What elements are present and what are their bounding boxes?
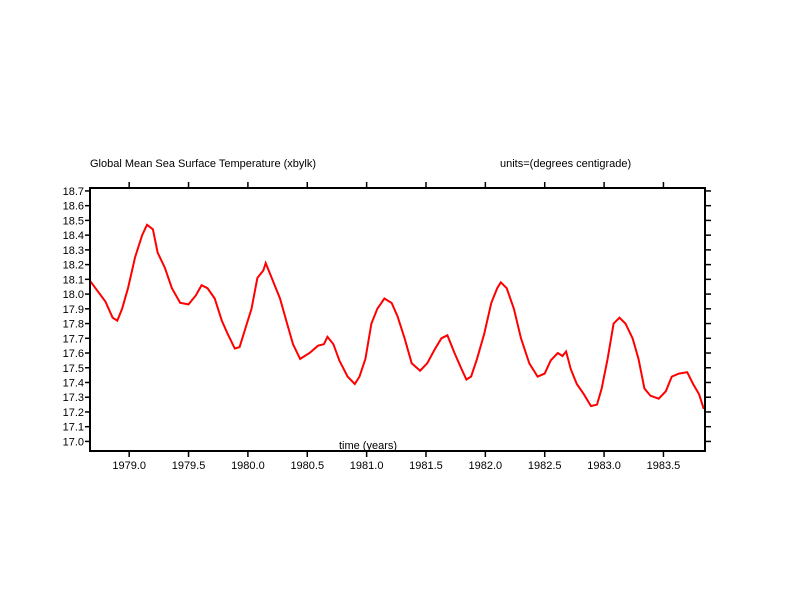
y-tick-label: 18.0 <box>63 289 84 301</box>
y-tick-label: 18.4 <box>63 230 84 242</box>
y-tick-label: 17.0 <box>63 436 84 448</box>
y-tick-label: 17.8 <box>63 319 84 331</box>
series-line-sst <box>89 223 705 410</box>
x-tick-label: 1981.5 <box>409 460 443 472</box>
x-tick-label: 1980.5 <box>290 460 324 472</box>
y-tick-label: 18.6 <box>63 201 84 213</box>
y-tick-label: 17.2 <box>63 407 84 419</box>
x-tick-label: 1980.0 <box>231 460 265 472</box>
y-tick-label: 18.2 <box>63 260 84 272</box>
y-tick-label: 17.3 <box>63 392 84 404</box>
x-tick-label: 1979.5 <box>172 460 206 472</box>
y-tick-label: 17.4 <box>63 377 84 389</box>
y-tick-label: 17.6 <box>63 348 84 360</box>
x-tick-label: 1981.0 <box>350 460 384 472</box>
y-tick-label: 17.7 <box>63 333 84 345</box>
y-tick-label: 18.1 <box>63 274 84 286</box>
units-label: units=(degrees centigrade) <box>500 158 631 170</box>
plot-frame <box>89 187 706 452</box>
y-tick-label: 18.3 <box>63 245 84 257</box>
y-tick-label: 18.5 <box>63 215 84 227</box>
x-tick-label: 1983.5 <box>647 460 681 472</box>
x-tick-label: 1982.5 <box>528 460 562 472</box>
x-tick-label: 1979.0 <box>112 460 146 472</box>
x-tick-label: 1982.0 <box>469 460 503 472</box>
y-tick-label: 17.5 <box>63 363 84 375</box>
chart-title: Global Mean Sea Surface Temperature (xby… <box>90 158 316 170</box>
x-tick-label: 1983.0 <box>587 460 621 472</box>
y-tick-label: 17.1 <box>63 422 84 434</box>
y-tick-label: 17.9 <box>63 304 84 316</box>
x-axis-label: time (years) <box>339 440 397 452</box>
y-tick-label: 18.7 <box>63 186 84 198</box>
